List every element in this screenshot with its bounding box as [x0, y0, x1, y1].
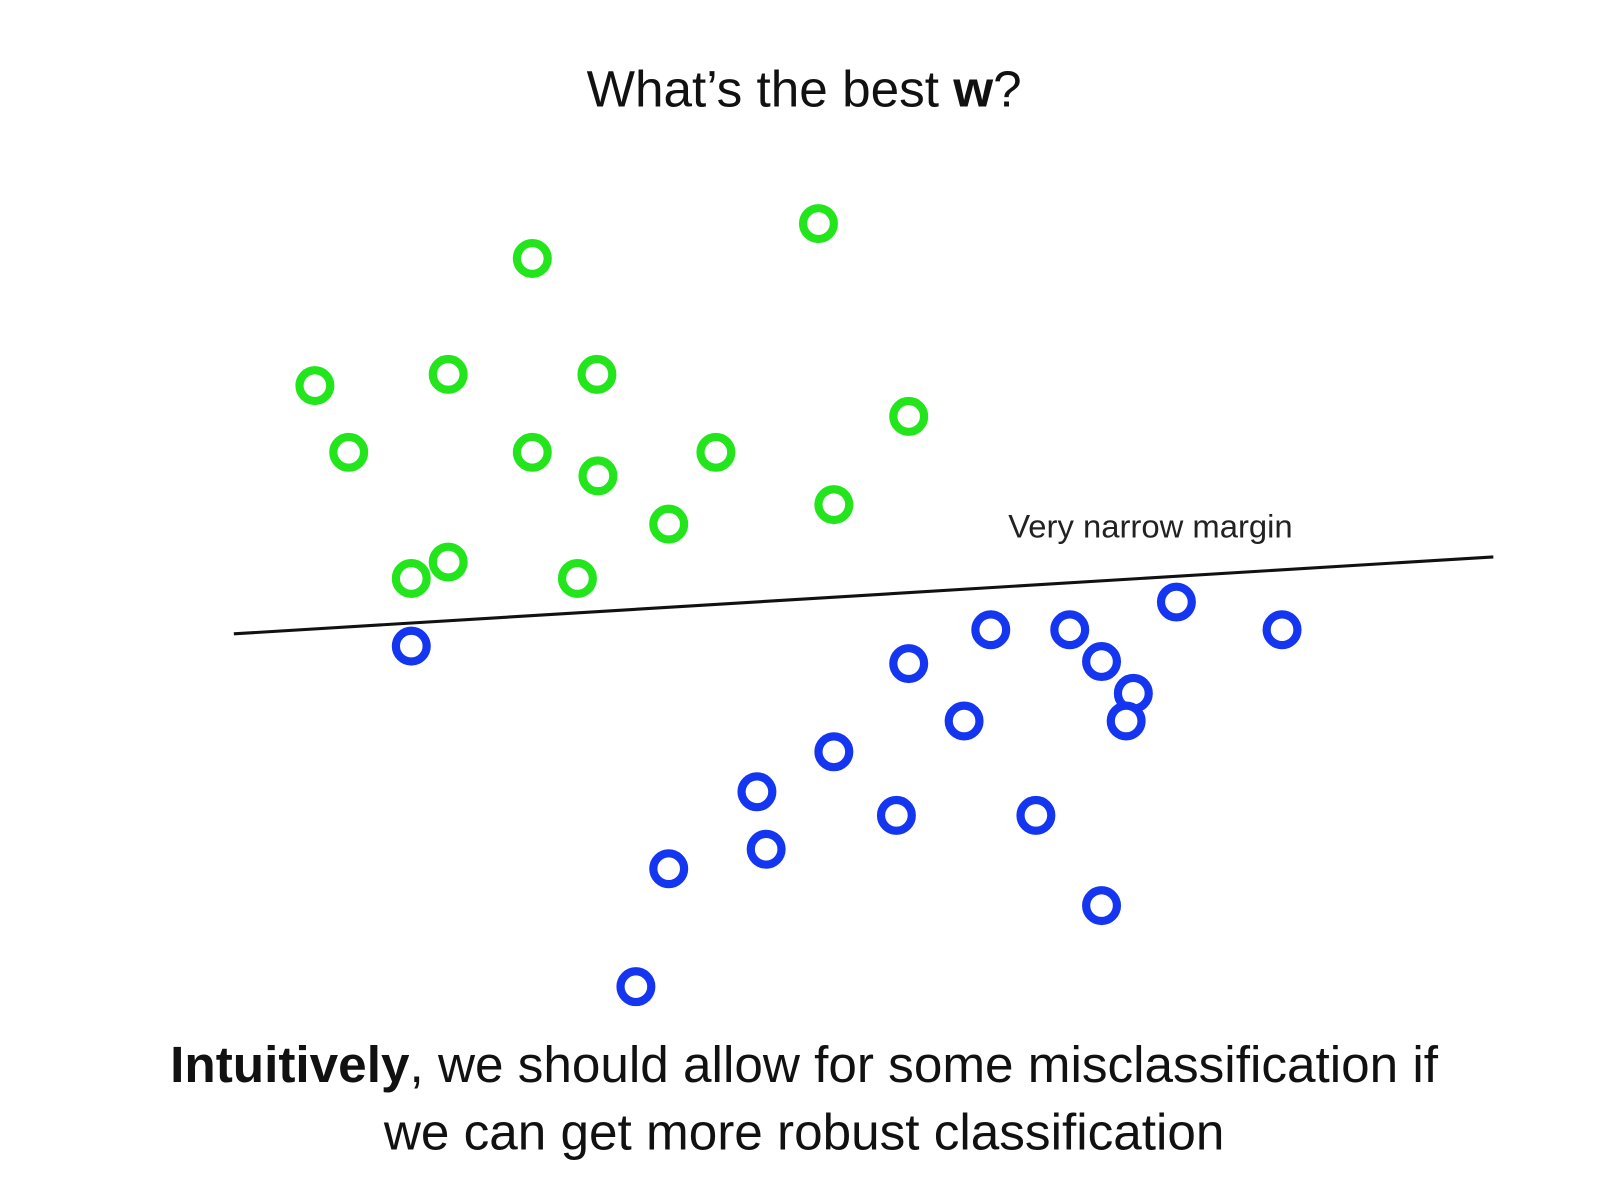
- green-point: [814, 485, 854, 525]
- green-point: [577, 354, 617, 394]
- caption-bold: Intuitively: [170, 1036, 410, 1093]
- blue-point: [1016, 795, 1056, 835]
- green-point: [798, 204, 838, 244]
- green-point: [512, 238, 552, 278]
- green-point: [428, 354, 468, 394]
- blue-point: [1106, 701, 1146, 741]
- caption-text: , we should allow for some misclassifica…: [409, 1036, 1438, 1093]
- caption-line: we can get more robust classification: [383, 1104, 1225, 1161]
- blue-point: [971, 610, 1011, 650]
- blue-point: [944, 701, 984, 741]
- green-point: [295, 366, 335, 406]
- separator-line: [233, 555, 1494, 636]
- blue-point: [889, 644, 929, 684]
- blue-point: [876, 795, 916, 835]
- blue-point: [649, 849, 689, 889]
- blue-point: [1156, 582, 1196, 622]
- blue-point: [1050, 610, 1090, 650]
- blue-point: [1262, 610, 1302, 650]
- title: What’s the best w?: [587, 61, 1022, 118]
- blue-point: [616, 967, 656, 1007]
- title-text: ?: [993, 61, 1022, 118]
- green-point: [889, 396, 929, 436]
- annotation: Very narrow margin: [1008, 507, 1292, 544]
- green-point: [329, 432, 369, 472]
- green-point: [391, 558, 431, 598]
- green-point: [649, 504, 689, 544]
- blue-point: [814, 732, 854, 772]
- blue-point: [391, 626, 431, 666]
- title-text: What’s the best: [587, 61, 954, 118]
- blue-point: [1082, 886, 1122, 926]
- title-bold: w: [952, 61, 993, 118]
- green-point: [512, 432, 552, 472]
- blue-point: [746, 829, 786, 869]
- caption-line: Intuitively, we should allow for some mi…: [170, 1036, 1439, 1093]
- points: [295, 204, 1302, 1007]
- blue-point: [737, 772, 777, 812]
- blue-point: [1082, 642, 1122, 682]
- green-point: [696, 432, 736, 472]
- green-point: [578, 456, 618, 496]
- green-point: [557, 558, 597, 598]
- green-point: [428, 542, 468, 582]
